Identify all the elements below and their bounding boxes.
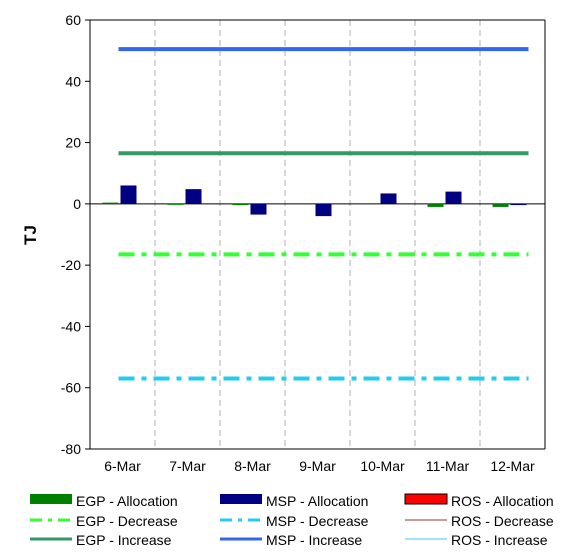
legend-label: MSP - Allocation	[266, 493, 368, 509]
x-tick-label: 8-Mar	[234, 458, 271, 474]
legend-label: MSP - Decrease	[266, 513, 369, 529]
legend-label: ROS - Decrease	[451, 513, 554, 529]
x-axis: 6-Mar 7-Mar 8-Mar 9-Mar 10-Mar 11-Mar 12-Mar	[104, 458, 535, 474]
x-tick-label: 10-Mar	[360, 458, 405, 474]
legend-swatch	[30, 494, 72, 504]
bar-egp-allocation	[492, 203, 509, 207]
y-tick-label: 20	[65, 135, 81, 151]
legend-item: MSP - Allocation	[220, 493, 368, 509]
y-tick-label: 60	[65, 12, 81, 28]
legend-item: ROS - Decrease	[405, 513, 554, 529]
x-tick-label: 7-Mar	[169, 458, 206, 474]
legend-item: EGP - Increase	[30, 532, 172, 548]
legend-label: EGP - Increase	[76, 532, 172, 548]
y-tick-label: -40	[61, 318, 81, 334]
y-tick-label: 0	[73, 196, 81, 212]
legend: EGP - Allocation MSP - Allocation ROS - Al…	[30, 493, 554, 548]
bar-msp-allocation	[510, 203, 527, 206]
bar-msp-allocation	[380, 193, 397, 204]
y-tick-label: 40	[65, 73, 81, 89]
bar-egp-allocation	[167, 203, 184, 205]
plot-area	[89, 19, 546, 450]
legend-item: EGP - Allocation	[30, 493, 178, 509]
legend-label: EGP - Allocation	[76, 493, 178, 509]
legend-swatch	[220, 494, 262, 504]
legend-item: ROS - Increase	[405, 532, 548, 548]
legend-label: ROS - Allocation	[451, 493, 554, 509]
bar-msp-allocation	[120, 185, 137, 204]
bar-msp-allocation	[315, 203, 332, 217]
legend-label: ROS - Increase	[451, 532, 548, 548]
bar-msp-allocation	[185, 189, 202, 204]
y-axis-label: TJ	[21, 225, 40, 245]
bar-egp-allocation	[427, 203, 444, 207]
x-tick-label: 9-Mar	[299, 458, 336, 474]
x-tick-label: 12-Mar	[490, 458, 535, 474]
bar-msp-allocation	[445, 191, 462, 204]
bar-egp-allocation	[102, 202, 119, 204]
legend-item: MSP - Increase	[220, 532, 362, 548]
legend-label: MSP - Increase	[266, 532, 362, 548]
legend-item: ROS - Allocation	[404, 493, 554, 509]
x-tick-label: 11-Mar	[426, 458, 470, 474]
y-tick-label: -80	[61, 441, 81, 457]
legend-swatch	[404, 493, 448, 505]
legend-item: EGP - Decrease	[30, 513, 178, 529]
y-tick-label: -60	[61, 380, 81, 396]
x-tick-label: 6-Mar	[104, 458, 141, 474]
legend-label: EGP - Decrease	[76, 513, 178, 529]
legend-item: MSP - Decrease	[220, 513, 369, 529]
y-axis: 60 40 20 0 -20 -40 -60 -80	[61, 12, 90, 457]
y-tick-label: -20	[61, 257, 81, 273]
bar-msp-allocation	[250, 203, 267, 215]
bar-egp-allocation	[232, 203, 249, 206]
